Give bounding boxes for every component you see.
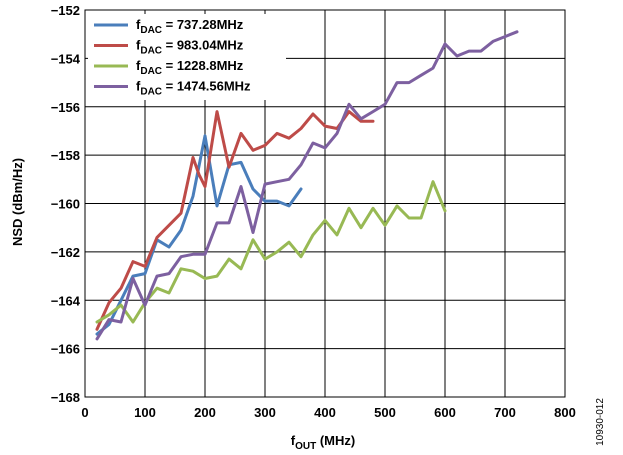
figure-id: 10930-012 — [595, 398, 606, 446]
legend-label-main-3: f — [136, 79, 141, 94]
x-axis-title: fOUT (MHz) — [291, 433, 355, 452]
x-tick-label-2: 200 — [194, 405, 216, 420]
legend-label-sub-2: DAC — [140, 66, 162, 77]
x-axis-title-sub: OUT — [295, 441, 316, 452]
x-tick-label-5: 500 — [374, 405, 396, 420]
y-tick-label-5: −162 — [51, 245, 80, 260]
series-line-2 — [95, 180, 447, 324]
series-1 — [95, 110, 375, 331]
x-tick-label-0: 0 — [81, 405, 88, 420]
legend-label-main-2: f — [136, 58, 141, 73]
series-lines — [95, 30, 519, 341]
x-tick-label-3: 300 — [254, 405, 276, 420]
legend-label-0: fDAC = 737.28MHz — [136, 17, 244, 36]
legend-label-rest-1: = 983.04MHz — [162, 38, 244, 53]
legend-label-rest-3: = 1474.56MHz — [162, 79, 251, 94]
x-tick-label-7: 700 — [494, 405, 516, 420]
y-tick-label-1: −154 — [51, 51, 81, 66]
x-axis-title-unit: (MHz) — [316, 433, 355, 448]
y-tick-label-3: −158 — [51, 148, 80, 163]
legend-label-3: fDAC = 1474.56MHz — [136, 79, 251, 98]
series-2 — [95, 180, 447, 324]
y-tick-label-7: −166 — [51, 342, 80, 357]
y-tick-label-6: −164 — [51, 293, 81, 308]
y-tick-label-0: −152 — [51, 3, 80, 18]
legend-label-2: fDAC = 1228.8MHz — [136, 58, 244, 77]
legend-label-1: fDAC = 983.04MHz — [136, 38, 244, 57]
plot-frame — [84, 9, 566, 398]
x-axis-title-main: f — [291, 433, 296, 448]
legend-label-sub-0: DAC — [140, 25, 162, 36]
series-line-1 — [95, 110, 375, 331]
legend-label-sub-3: DAC — [140, 87, 162, 98]
legend-label-sub-1: DAC — [140, 46, 162, 57]
series-3 — [95, 30, 519, 341]
x-tick-label-6: 600 — [434, 405, 456, 420]
x-tick-label-4: 400 — [314, 405, 336, 420]
y-axis-title: NSD (dBm/Hz) — [10, 158, 25, 246]
y-tick-label-8: −168 — [51, 390, 80, 405]
legend-label-main-1: f — [136, 38, 141, 53]
y-tick-label-2: −156 — [51, 100, 80, 115]
y-tick-label-4: −160 — [51, 197, 80, 212]
x-tick-label-8: 800 — [554, 405, 576, 420]
legend-label-rest-2: = 1228.8MHz — [162, 58, 244, 73]
x-tick-labels: 0 100 200 300 400 500 600 700 800 — [81, 405, 575, 420]
legend-label-main-0: f — [136, 17, 141, 32]
x-tick-label-1: 100 — [134, 405, 156, 420]
legend-label-rest-0: = 737.28MHz — [162, 17, 244, 32]
series-line-3 — [95, 30, 519, 341]
y-tick-labels: −152 −154 −156 −158 −160 −162 −164 −166 −168 — [51, 3, 81, 405]
